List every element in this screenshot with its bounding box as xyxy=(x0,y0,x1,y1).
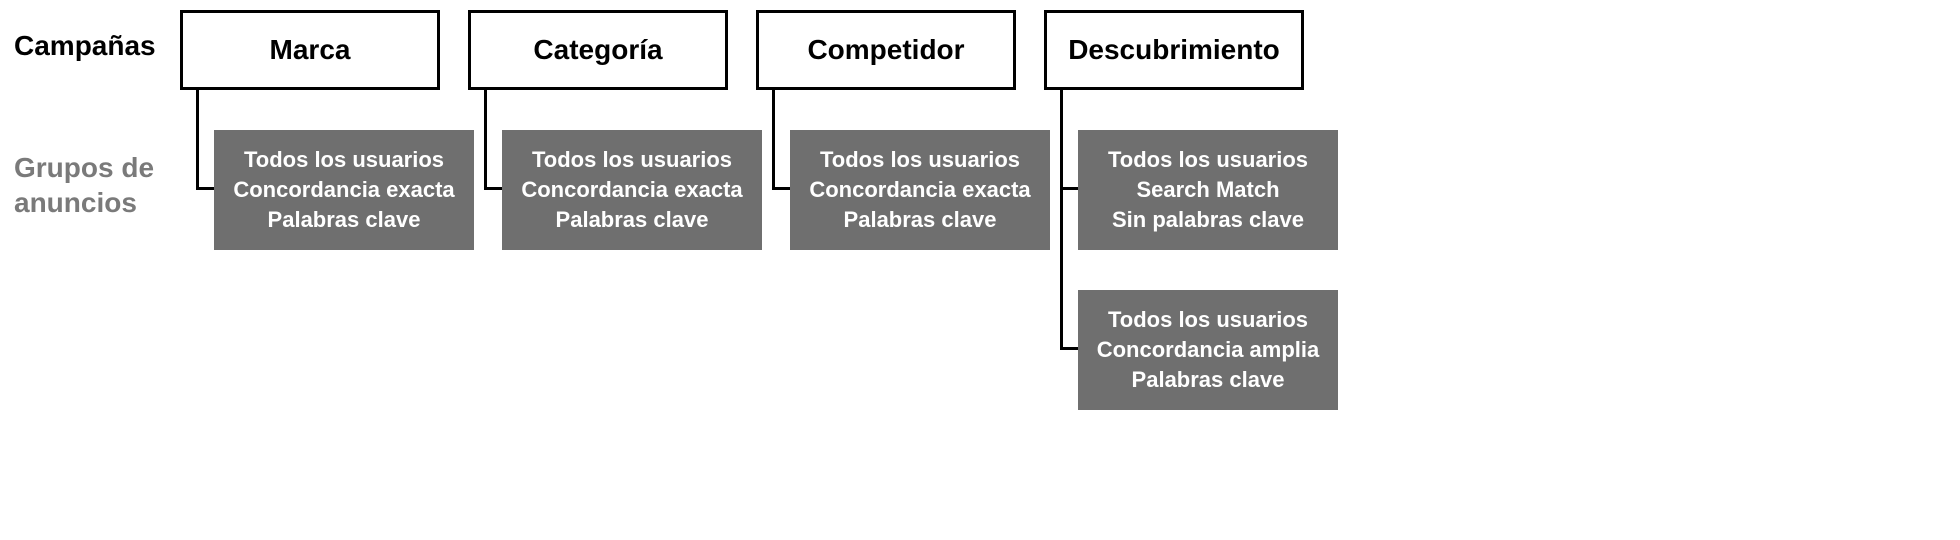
adgroup-line: Todos los usuarios xyxy=(1108,305,1308,335)
adgroup-line: Concordancia amplia xyxy=(1097,335,1320,365)
campaign-label: Marca xyxy=(270,34,351,66)
campaign-box-competidor: Competidor xyxy=(756,10,1016,90)
campaign-label: Descubrimiento xyxy=(1068,34,1280,66)
campaign-box-marca: Marca xyxy=(180,10,440,90)
adgroup-line: Todos los usuarios xyxy=(244,145,444,175)
campaign-box-descubrimiento: Descubrimiento xyxy=(1044,10,1304,90)
adgroup-line: Palabras clave xyxy=(1132,365,1285,395)
adgroup-line: Palabras clave xyxy=(268,205,421,235)
campaign-label: Categoría xyxy=(533,34,662,66)
connector-marca-1 xyxy=(196,90,214,190)
adgroup-line: Concordancia exacta xyxy=(521,175,742,205)
adgroup-line: Palabras clave xyxy=(844,205,997,235)
adgroup-box-categoria-1: Todos los usuarios Concordancia exacta P… xyxy=(502,130,762,250)
adgroup-line: Concordancia exacta xyxy=(233,175,454,205)
campaign-label: Competidor xyxy=(807,34,964,66)
connector-descubrimiento-2 xyxy=(1060,90,1078,350)
adgroup-line: Todos los usuarios xyxy=(820,145,1020,175)
adgroup-box-descubrimiento-2: Todos los usuarios Concordancia amplia P… xyxy=(1078,290,1338,410)
adgroup-box-marca-1: Todos los usuarios Concordancia exacta P… xyxy=(214,130,474,250)
adgroup-box-descubrimiento-1: Todos los usuarios Search Match Sin pala… xyxy=(1078,130,1338,250)
adgroup-line: Sin palabras clave xyxy=(1112,205,1304,235)
connector-competidor-1 xyxy=(772,90,790,190)
adgroup-line: Search Match xyxy=(1136,175,1279,205)
adgroup-line: Todos los usuarios xyxy=(532,145,732,175)
adgroup-line: Concordancia exacta xyxy=(809,175,1030,205)
adgroup-line: Palabras clave xyxy=(556,205,709,235)
campaigns-row-label: Campañas xyxy=(14,28,156,63)
connector-categoria-1 xyxy=(484,90,502,190)
adgroup-box-competidor-1: Todos los usuarios Concordancia exacta P… xyxy=(790,130,1050,250)
campaign-box-categoria: Categoría xyxy=(468,10,728,90)
adgroups-row-label: Grupos deanuncios xyxy=(14,150,154,220)
adgroup-line: Todos los usuarios xyxy=(1108,145,1308,175)
